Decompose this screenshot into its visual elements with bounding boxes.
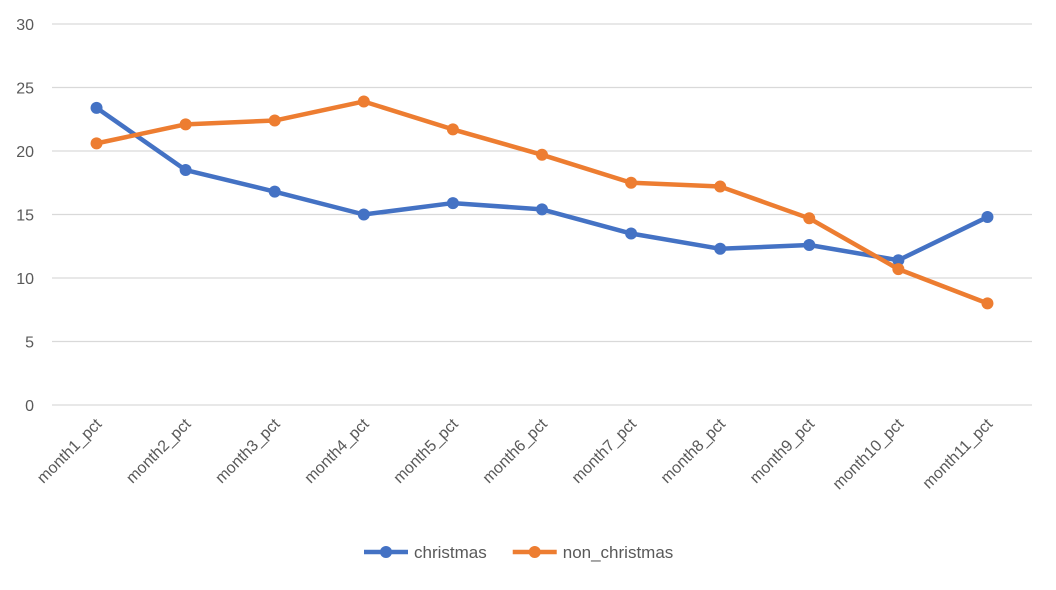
legend-swatch-marker (380, 546, 392, 558)
x-tick-label: month11_pct (920, 415, 997, 492)
y-tick-label: 0 (25, 398, 34, 415)
y-tick-label: 20 (16, 144, 34, 161)
series-christmas (90, 101, 994, 267)
x-tick-label: month5_pct (391, 415, 463, 487)
data-point-christmas (446, 197, 459, 210)
data-point-christmas (179, 164, 192, 177)
legend-label: christmas (414, 543, 487, 562)
legend-label: non_christmas (563, 543, 674, 562)
legend-swatch-marker (528, 546, 541, 558)
x-tick-label: month1_pct (34, 415, 106, 487)
data-point-christmas (803, 238, 816, 251)
x-tick-label: month4_pct (302, 415, 374, 487)
data-point-non_christmas (446, 123, 459, 136)
legend-item-christmas: christmas (364, 543, 487, 562)
data-point-non_christmas (357, 95, 370, 108)
data-point-christmas (892, 254, 905, 267)
y-axis: 0 5 10 15 20 25 30 (16, 17, 34, 415)
data-point-christmas (536, 203, 548, 216)
series-line-christmas (94, 105, 990, 263)
legend: christmas non_christmas (364, 543, 673, 562)
x-tick-label: month3_pct (212, 415, 284, 487)
y-tick-label: 30 (16, 17, 34, 34)
data-point-non_christmas (892, 263, 905, 276)
data-point-christmas (357, 208, 370, 221)
series-line-non_christmas (94, 99, 990, 306)
data-point-non_christmas (625, 176, 638, 189)
x-tick-label: month9_pct (747, 415, 819, 487)
x-tick-label: month10_pct (830, 415, 908, 493)
data-point-non_christmas (981, 297, 994, 310)
legend-item-non_christmas: non_christmas (512, 543, 674, 562)
y-tick-label: 10 (16, 271, 34, 288)
x-tick-label: month8_pct (658, 415, 730, 487)
data-point-christmas (90, 101, 103, 114)
y-tick-label: 15 (16, 208, 34, 225)
x-tick-label: month7_pct (569, 415, 641, 487)
data-point-non_christmas (714, 180, 727, 193)
data-point-non_christmas (268, 114, 281, 127)
x-axis: month1_pct month2_pct month3_pct month4_pct… (34, 415, 996, 493)
data-point-christmas (268, 185, 281, 198)
y-tick-label: 25 (16, 81, 34, 98)
data-point-christmas (714, 242, 727, 255)
data-point-non_christmas (803, 212, 816, 225)
x-tick-label: month2_pct (123, 415, 195, 487)
x-tick-label: month6_pct (480, 415, 552, 487)
data-point-non_christmas (179, 118, 192, 131)
data-point-christmas (981, 211, 994, 224)
y-tick-label: 5 (25, 335, 34, 352)
series-layer (90, 95, 994, 310)
series-non_christmas (90, 95, 994, 310)
data-point-christmas (625, 227, 638, 240)
data-point-non_christmas (536, 148, 548, 161)
data-point-non_christmas (90, 137, 103, 150)
